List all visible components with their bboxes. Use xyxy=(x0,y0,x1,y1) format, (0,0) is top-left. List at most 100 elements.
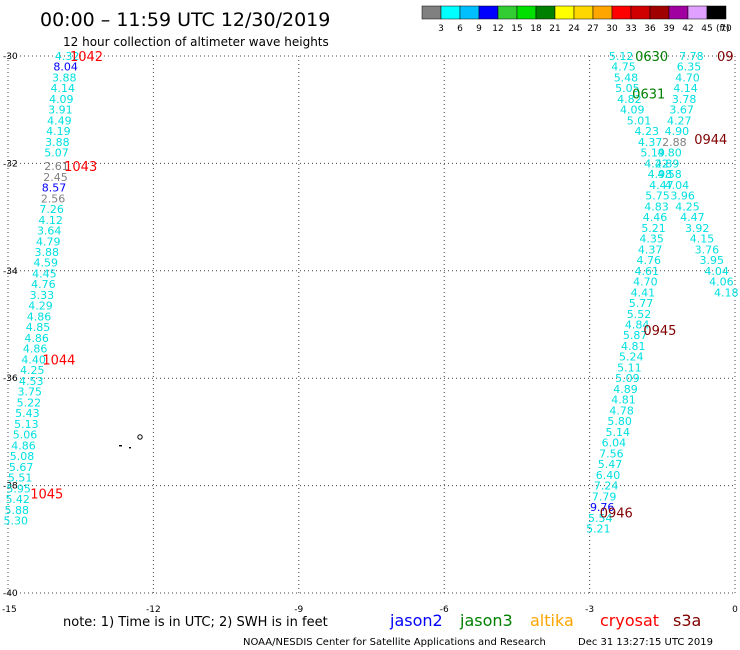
island-dash xyxy=(119,445,122,447)
wave-height-value: 5.12 xyxy=(609,50,634,63)
wave-height-value: 2.88 xyxy=(662,136,687,149)
wave-height-value: 5.11 xyxy=(617,361,642,374)
pass-time-label: 1042 xyxy=(70,50,103,65)
pass-time-label: 0945 xyxy=(643,324,676,339)
x-tick-label: -12 xyxy=(146,605,161,615)
wave-height-value: 8.04 xyxy=(53,61,78,74)
legend-label: 12 xyxy=(492,24,503,34)
wave-height-value: 5.13 xyxy=(14,418,39,431)
wave-height-value: 7.79 xyxy=(592,490,617,503)
legend-swatch xyxy=(516,5,537,20)
wave-height-value: 7.26 xyxy=(39,203,64,216)
wave-height-value: 5.14 xyxy=(605,426,630,439)
wave-height-value: 4.86 xyxy=(24,332,49,345)
wave-height-value: 5.42 xyxy=(5,493,30,506)
legend-label: 15 xyxy=(511,24,522,34)
pass-time-label: 1044 xyxy=(42,353,75,368)
wave-height-value: 4.86 xyxy=(27,310,52,323)
wave-height-value: 5.47 xyxy=(598,458,623,471)
legend-swatch xyxy=(497,5,518,20)
wave-height-value: 5.48 xyxy=(614,71,639,84)
wave-height-value: 3.76 xyxy=(695,243,720,256)
wave-height-value: 4.04 xyxy=(704,265,729,278)
wave-height-value: 4.29 xyxy=(28,300,53,313)
wave-height-value: 5.21 xyxy=(641,222,666,235)
wave-height-value: 4.14 xyxy=(673,82,698,95)
wave-height-value: 4.23 xyxy=(635,125,660,138)
pass-time-label: 0946 xyxy=(600,506,633,521)
wave-height-value: 4.12 xyxy=(38,214,63,227)
legend-label: 18 xyxy=(530,24,542,34)
chart-title: 00:00 – 11:59 UTC 12/30/2019 xyxy=(40,9,330,31)
wave-height-value: 5.05 xyxy=(615,82,640,95)
timestamp: Dec 31 13:27:15 UTC 2019 xyxy=(578,637,713,648)
pass-time-label: 09 xyxy=(717,50,734,65)
legend-label: 42 xyxy=(682,24,693,34)
wave-height-value: 7.78 xyxy=(679,50,704,63)
island-dash xyxy=(129,447,131,449)
wave-height-value: 3.64 xyxy=(37,225,62,238)
wave-height-value: 4.90 xyxy=(665,125,690,138)
wave-height-value: 4.84 xyxy=(625,319,650,332)
credit-line: NOAA/NESDIS Center for Satellite Applica… xyxy=(243,637,546,648)
wave-height-value: 9.76 xyxy=(590,501,615,514)
wave-height-value: 4.70 xyxy=(633,276,658,289)
legend-swatch xyxy=(592,5,613,20)
legend-label: 9 xyxy=(476,24,482,34)
legend-swatch xyxy=(554,5,575,20)
legend-swatch xyxy=(478,5,499,20)
wave-height-value: 4.25 xyxy=(20,364,45,377)
pass-time-label: 1045 xyxy=(30,488,63,503)
wave-height-value: 4.19 xyxy=(46,125,71,138)
legend-label: 27 xyxy=(587,24,598,34)
legend-label: 24 xyxy=(568,24,580,34)
wave-height-value: 3.92 xyxy=(685,222,710,235)
wave-height-value: 4.85 xyxy=(26,321,51,334)
wave-height-value: 4.98 xyxy=(648,168,673,181)
wave-height-value: 4.81 xyxy=(621,340,646,353)
wave-height-value: 3.33 xyxy=(30,289,55,302)
wave-height-value: 4.06 xyxy=(709,276,734,289)
wave-height-value: 4.80 xyxy=(657,147,682,160)
wave-height-value: 4.09 xyxy=(620,104,645,117)
wave-height-value: 2.61 xyxy=(44,160,69,173)
legend-swatch xyxy=(706,5,727,20)
wave-height-value: 4.82 xyxy=(617,93,642,106)
wave-height-value: 4.89 xyxy=(655,157,680,170)
wave-height-value: 4.45 xyxy=(32,267,57,280)
wave-height-value: 5.06 xyxy=(13,429,38,442)
pass-time-label: 0631 xyxy=(632,88,665,103)
wave-height-value: 4.75 xyxy=(611,61,636,74)
legend-swatch xyxy=(611,5,632,20)
grid-lines xyxy=(7,55,736,594)
wave-height-value: 4.58 xyxy=(657,168,682,181)
wave-height-value: 3.67 xyxy=(669,104,694,117)
legend-label: 33 xyxy=(625,24,636,34)
satellite-s3a: s3a xyxy=(673,611,701,630)
legend-label: 36 xyxy=(644,24,656,34)
legend-swatch xyxy=(668,5,689,20)
wave-height-value: 3.91 xyxy=(48,104,73,117)
legend-swatch xyxy=(649,5,670,20)
pass-time-labels: 1042 1043 1044 1045 0630 0631 09 0944 0945 0946 xyxy=(30,50,733,521)
y-tick-label: -40 xyxy=(3,589,18,599)
wave-height-value: 3.88 xyxy=(52,71,77,84)
wave-height-value: 4.46 xyxy=(643,211,668,224)
legend-swatch xyxy=(535,5,556,20)
chart-subtitle: 12 hour collection of altimeter wave hei… xyxy=(63,35,329,49)
wave-height-value: 5.08 xyxy=(10,450,35,463)
wave-height-value: 6.04 xyxy=(602,437,627,450)
wave-height-value: 4.79 xyxy=(36,235,61,248)
wave-height-value: 4.53 xyxy=(19,375,44,388)
wave-height-value: 5.01 xyxy=(627,114,652,127)
wave-height-value: 4.70 xyxy=(675,71,700,84)
wave-height-value: 4.78 xyxy=(609,404,634,417)
wave-height-value: 5.77 xyxy=(629,297,654,310)
legend-label: 70 xyxy=(720,24,732,34)
wave-height-value: 3.95 xyxy=(699,254,724,267)
wave-height-value: 5.67 xyxy=(9,461,34,474)
wave-height-value: 4.81 xyxy=(611,394,636,407)
wave-height-value: 4.61 xyxy=(635,265,660,278)
satellite-jason2: jason2 xyxy=(389,611,443,630)
